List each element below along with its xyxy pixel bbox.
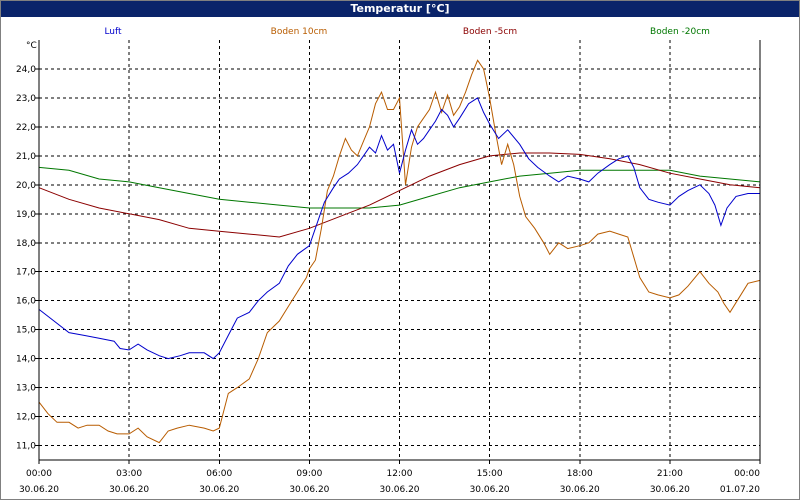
x-tick-date-label: 30.06.20	[19, 485, 59, 495]
x-tick-date-label: 30.06.20	[470, 485, 510, 495]
x-tick-time-label: 06:00	[206, 469, 232, 479]
legend-entry-luft: Luft	[104, 27, 122, 37]
legend-entry-boden-10cm: Boden 10cm	[271, 27, 328, 37]
window-title: Temperatur [°C]	[1, 1, 799, 17]
grid-lines	[39, 40, 760, 460]
x-tick-time-label: 15:00	[477, 469, 503, 479]
series-line-boden-10cm	[38, 59, 761, 444]
legend-entry-boden-5cm: Boden -5cm	[463, 27, 517, 37]
y-tick-label: 12,0	[16, 413, 36, 423]
series-line-luft	[38, 97, 760, 360]
x-tick-time-label: 21:00	[657, 469, 683, 479]
y-tick-label: 23,0	[16, 94, 36, 104]
legend: Luft Boden 10cm Boden -5cm Boden -20cm	[104, 27, 710, 37]
x-tick-time-label: 09:00	[296, 469, 322, 479]
x-tick-date-label: 30.06.20	[379, 485, 419, 495]
series-line-boden-20cm	[38, 166, 761, 209]
y-tick-label: 24,0	[16, 65, 36, 75]
y-tick-label: 21,0	[16, 152, 36, 162]
x-tick-date-label: 30.06.20	[289, 485, 329, 495]
x-tick-time-label: 00:00	[26, 469, 52, 479]
series-lines	[38, 59, 761, 444]
x-tick-date-label: 30.06.20	[650, 485, 690, 495]
y-tick-label: 15,0	[16, 326, 36, 336]
x-tick-date-label: 01.07.20	[720, 485, 760, 495]
legend-entry-boden-20cm: Boden -20cm	[650, 27, 710, 37]
x-tick-date-label: 30.06.20	[199, 485, 239, 495]
x-tick-time-label: 00:00	[734, 469, 760, 479]
y-axis-unit-label: °C	[26, 41, 37, 51]
axes: 11,0 12,0 13,0 14,0 15,0 16,0 17,0 18,0 19,0 20,0…	[16, 40, 761, 495]
y-tick-label: 22,0	[16, 123, 36, 133]
x-tick-time-label: 18:00	[567, 469, 593, 479]
y-tick-label: 13,0	[16, 384, 36, 394]
y-tick-label: 20,0	[16, 181, 36, 191]
y-tick-label: 11,0	[16, 442, 36, 452]
x-tick-date-label: 30.06.20	[560, 485, 600, 495]
y-tick-label: 16,0	[16, 297, 36, 307]
x-tick-date-label: 30.06.20	[109, 485, 149, 495]
x-tick-time-label: 12:00	[387, 469, 413, 479]
x-tick-time-label: 03:00	[116, 469, 142, 479]
y-tick-label: 19,0	[16, 210, 36, 220]
y-tick-label: 18,0	[16, 239, 36, 249]
series-line-boden-5cm	[38, 152, 761, 238]
y-tick-label: 14,0	[16, 355, 36, 365]
y-tick-label: 17,0	[16, 268, 36, 278]
